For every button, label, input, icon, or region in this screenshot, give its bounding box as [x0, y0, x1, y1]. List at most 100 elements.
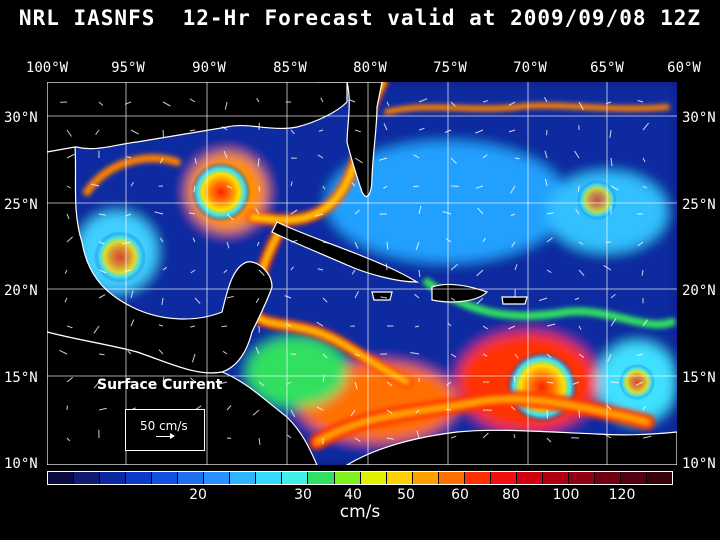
current-vector	[221, 325, 228, 328]
current-vector	[130, 319, 135, 327]
current-vector	[546, 129, 548, 136]
current-vector	[642, 435, 652, 439]
current-vector	[450, 157, 457, 164]
current-vector	[383, 185, 388, 190]
current-vector	[538, 297, 548, 302]
current-vector	[416, 430, 420, 439]
current-vector	[290, 266, 294, 271]
lat-label: 25°N	[682, 197, 716, 213]
current-vector	[446, 381, 452, 386]
current-vector	[415, 241, 420, 251]
current-vector	[610, 318, 617, 327]
current-vector	[258, 185, 261, 192]
current-vector	[351, 269, 356, 275]
current-vector	[354, 437, 361, 443]
colorbar-tick-label: 60	[451, 487, 469, 503]
current-vector	[510, 406, 516, 411]
current-vector	[189, 98, 196, 103]
current-vector	[642, 122, 649, 131]
current-vector	[190, 325, 196, 328]
current-vector	[98, 269, 107, 274]
current-vector	[546, 237, 553, 243]
current-vector	[442, 211, 452, 215]
colorbar-tick-label: 50	[397, 487, 415, 503]
current-vector	[66, 325, 73, 329]
current-vector	[642, 185, 648, 189]
current-vector	[221, 126, 228, 131]
current-vector	[322, 353, 328, 359]
current-vector	[188, 212, 196, 215]
current-vector	[256, 241, 260, 246]
current-vector	[511, 241, 516, 248]
current-vector	[98, 101, 104, 106]
current-vector	[635, 381, 644, 386]
colorbar	[47, 471, 673, 485]
current-vector	[378, 157, 388, 161]
colorbar-unit: cm/s	[339, 502, 381, 522]
current-vector	[513, 433, 516, 439]
current-vector	[445, 408, 452, 411]
current-vector	[290, 129, 295, 135]
colorbar-swatch	[516, 472, 543, 484]
graticule	[47, 82, 677, 465]
current-vector	[482, 154, 488, 159]
current-vector	[66, 236, 73, 243]
current-vector	[546, 409, 548, 419]
current-vector	[610, 185, 619, 191]
current-vector	[222, 350, 228, 355]
colorbar-swatch	[334, 472, 361, 484]
current-vector	[610, 381, 619, 384]
current-vector	[190, 377, 196, 383]
current-vector	[162, 101, 171, 107]
current-vector	[642, 319, 648, 327]
current-vector	[607, 353, 612, 362]
colorbar-swatch	[360, 472, 387, 484]
lon-label: 85°W	[273, 60, 307, 76]
current-vector	[605, 101, 612, 105]
vector-scale-box: 50 cm/s	[125, 409, 205, 451]
lat-label: 15°N	[4, 370, 38, 386]
current-vector	[603, 433, 612, 439]
current-vector	[386, 381, 393, 387]
current-vector	[284, 295, 292, 299]
lat-label: 25°N	[4, 197, 38, 213]
atlantic-eddy	[619, 364, 655, 400]
current-vector	[66, 213, 70, 220]
current-vector	[193, 185, 196, 193]
current-vector	[255, 208, 260, 215]
current-vector	[287, 434, 292, 439]
loop-current-eddy	[191, 162, 251, 222]
current-vector	[418, 205, 422, 215]
colorbar-tick-label: 80	[502, 487, 520, 503]
current-vector	[66, 437, 71, 442]
current-vector	[351, 182, 356, 187]
lon-label: 100°W	[25, 60, 69, 76]
current-vector	[190, 269, 196, 274]
current-vector	[482, 432, 489, 439]
current-vector	[93, 381, 100, 389]
current-vector	[414, 325, 420, 328]
colorbar-swatch	[152, 472, 179, 484]
current-vector	[508, 325, 516, 330]
lat-label: 10°N	[682, 456, 716, 472]
current-vector	[386, 437, 394, 440]
current-vector	[126, 156, 132, 159]
current-vector	[290, 209, 298, 215]
current-vector	[59, 349, 68, 355]
gulf-eddy	[94, 231, 146, 283]
current-vector	[158, 349, 164, 355]
current-vector	[354, 157, 363, 164]
current-vector	[577, 185, 580, 192]
current-vector	[508, 101, 516, 106]
colorbar-swatch	[48, 472, 75, 484]
current-vector	[383, 123, 388, 131]
current-vector	[636, 353, 644, 357]
colorbar-swatch	[204, 472, 231, 484]
colorbar-swatch	[621, 472, 648, 484]
colorbar-swatch	[230, 472, 257, 484]
current-vector	[578, 353, 585, 359]
current-vector	[380, 296, 388, 299]
current-vector	[546, 353, 552, 359]
colorbar-swatch	[412, 472, 439, 484]
colorbar-swatch	[464, 472, 491, 484]
